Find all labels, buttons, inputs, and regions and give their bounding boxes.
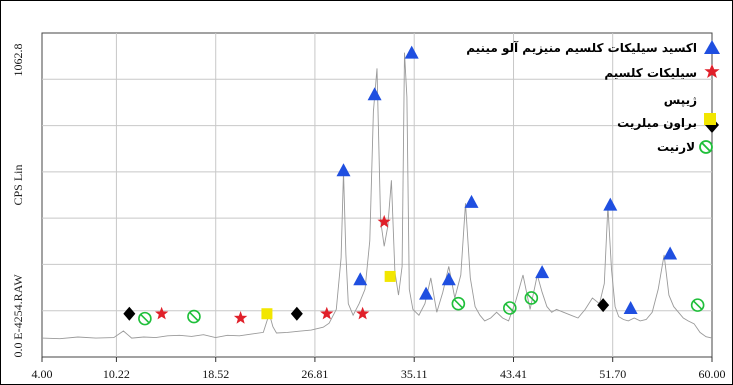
- x-tick-label: 4.00: [32, 367, 53, 381]
- legend-label-calcium-silicate: سیلیکات کلسیم: [604, 66, 697, 80]
- x-axis-ticks: 4.00 10.22 18.52 26.81 35.11 43.41 51.70 60.00: [32, 357, 726, 381]
- marker-slash: [692, 300, 703, 310]
- marker-circle: [503, 301, 517, 315]
- y-tick-max: 1062.8: [11, 44, 25, 77]
- marker-square: [261, 308, 273, 320]
- legend-item-larnite: لارنیت: [657, 140, 713, 154]
- legend-item-calcium-silicate: سیلیکات کلسیم: [604, 64, 720, 80]
- x-tick-label: 51.70: [599, 367, 626, 381]
- marker-star: [356, 306, 370, 320]
- marker-triangle: [535, 265, 550, 279]
- marker-circle-slash: [187, 309, 201, 324]
- marker-circle-slash: [690, 298, 705, 312]
- green-slash-line: [701, 142, 711, 152]
- marker-circle: [524, 291, 539, 305]
- marker-slash: [140, 313, 150, 324]
- legend-label-larnite: لارنیت: [657, 140, 695, 154]
- marker-circle: [451, 296, 466, 311]
- marker-triangle: [623, 300, 638, 314]
- marker-diamond: [597, 298, 610, 313]
- grid-lines: [42, 33, 712, 357]
- marker-slash: [526, 293, 537, 303]
- marker-triangle: [404, 45, 419, 59]
- marker-circle: [690, 298, 705, 312]
- red-star-icon: [704, 64, 720, 78]
- marker-circle-slash: [524, 291, 539, 305]
- marker-diamond: [290, 306, 303, 321]
- legend-label-aluminate: اکسید سیلیکات کلسیم منیزیم آلو مینیم: [466, 40, 697, 56]
- x-tick-label: 10.22: [103, 367, 130, 381]
- y-tick-zero: 0.0: [11, 343, 25, 358]
- yellow-square-icon: [704, 113, 716, 125]
- legend-label-brownmillerite: براون میلریت: [617, 116, 697, 131]
- marker-triangle: [441, 272, 456, 286]
- green-slash-circle-icon: [699, 140, 713, 154]
- marker-slash: [505, 303, 515, 313]
- legend-item-aluminate: اکسید سیلیکات کلسیم منیزیم آلو مینیم: [466, 40, 720, 56]
- marker-triangle: [464, 194, 479, 208]
- x-tick-label: 26.81: [301, 367, 328, 381]
- marker-circle-slash: [451, 296, 466, 311]
- marker-circle: [138, 311, 152, 326]
- phase-markers: [123, 45, 705, 326]
- marker-slash: [453, 298, 464, 309]
- legend-item-brownmillerite: براون میلریت: [617, 113, 716, 131]
- x-tick-label: 60.00: [699, 367, 726, 381]
- y-axis-title: CPS Lin: [11, 164, 25, 205]
- legend: اکسید سیلیکات کلسیم منیزیم آلو مینیم سیل…: [466, 40, 720, 154]
- series-line-0: [41, 52, 713, 340]
- marker-circle-slash: [138, 311, 152, 326]
- file-name-label: E-4254.RAW: [11, 274, 25, 340]
- marker-slash: [189, 311, 199, 322]
- marker-triangle: [367, 87, 382, 101]
- legend-label-gypsum: ژیپس: [664, 93, 697, 107]
- marker-circle-slash: [503, 301, 517, 315]
- marker-triangle: [353, 272, 368, 286]
- marker-square: [384, 270, 396, 282]
- marker-diamond: [123, 306, 136, 321]
- diffraction-trace: [41, 52, 713, 340]
- marker-triangle: [336, 163, 351, 177]
- marker-star: [320, 306, 334, 320]
- marker-triangle: [419, 286, 434, 300]
- blue-triangle-icon: [704, 40, 720, 54]
- marker-circle: [187, 309, 201, 324]
- marker-triangle: [663, 246, 678, 260]
- marker-star: [233, 311, 248, 324]
- x-tick-label: 43.41: [500, 367, 527, 381]
- marker-star: [155, 306, 169, 320]
- x-tick-label: 18.52: [202, 367, 229, 381]
- marker-triangle: [603, 197, 618, 211]
- x-tick-label: 35.11: [401, 367, 428, 381]
- marker-star: [377, 214, 391, 228]
